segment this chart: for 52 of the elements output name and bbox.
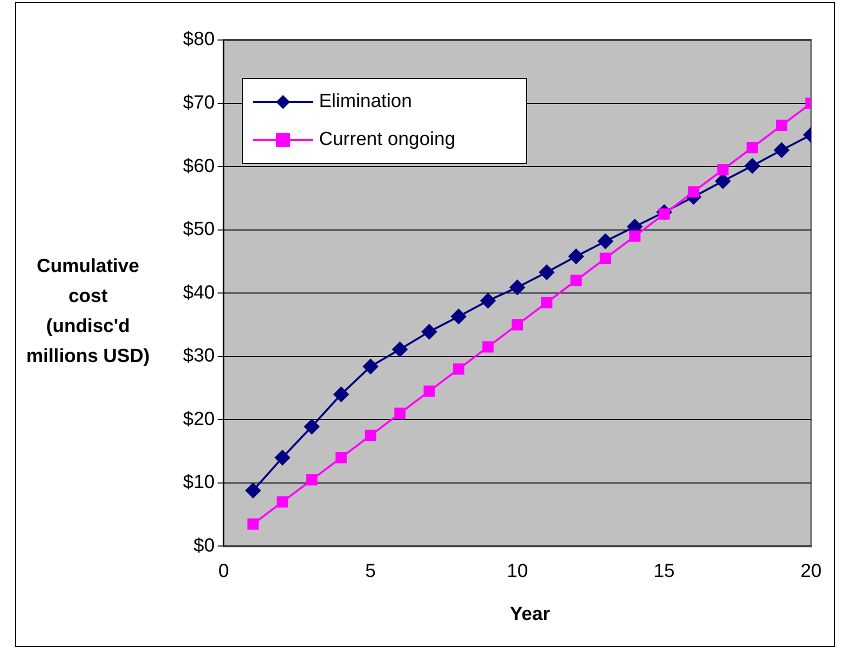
point bbox=[744, 158, 760, 174]
point bbox=[746, 142, 758, 154]
point bbox=[333, 386, 350, 402]
legend-label: Elimination bbox=[319, 91, 412, 113]
point bbox=[597, 233, 614, 250]
point bbox=[629, 230, 640, 242]
x-axis-title: Year bbox=[508, 604, 552, 626]
y-tick-label: $0 bbox=[194, 535, 215, 556]
point bbox=[304, 418, 320, 435]
point bbox=[776, 120, 788, 132]
point bbox=[538, 264, 555, 280]
point bbox=[274, 450, 290, 466]
point bbox=[392, 341, 408, 358]
point bbox=[541, 296, 552, 308]
point bbox=[688, 186, 700, 198]
point bbox=[364, 430, 376, 442]
point bbox=[247, 518, 259, 530]
y-tick-label: $20 bbox=[183, 408, 215, 430]
point bbox=[336, 452, 347, 464]
point bbox=[306, 474, 318, 486]
y-tick-label: $10 bbox=[183, 472, 215, 494]
point bbox=[245, 482, 262, 499]
y-axis-title: Cumulative cost (undisc'd millions USD) bbox=[25, 255, 151, 369]
point bbox=[276, 496, 288, 508]
point bbox=[362, 358, 379, 374]
y-tick-label: $70 bbox=[183, 92, 215, 114]
point bbox=[480, 292, 496, 309]
y-tick-label: $80 bbox=[183, 29, 215, 50]
y-tick-label: $50 bbox=[183, 219, 215, 240]
point bbox=[482, 341, 494, 353]
y-tick-label: $30 bbox=[183, 346, 215, 367]
point bbox=[512, 319, 524, 330]
point bbox=[450, 308, 467, 325]
point bbox=[509, 279, 526, 296]
x-tick-label: 15 bbox=[654, 560, 675, 582]
x-tick-label: 0 bbox=[218, 560, 229, 582]
point bbox=[570, 274, 582, 286]
point bbox=[394, 408, 406, 419]
point bbox=[774, 142, 790, 158]
y-tick-label: $60 bbox=[183, 156, 215, 177]
point bbox=[424, 386, 435, 397]
point bbox=[421, 324, 438, 340]
legend-label: Current ongoing bbox=[319, 129, 456, 151]
point bbox=[568, 248, 584, 264]
y-tick-label: $40 bbox=[183, 282, 215, 304]
point bbox=[452, 363, 464, 375]
x-tick-label: 10 bbox=[506, 560, 528, 582]
point bbox=[714, 173, 731, 190]
x-tick-label: 20 bbox=[800, 560, 822, 582]
x-tick-label: 5 bbox=[365, 560, 376, 582]
point bbox=[717, 164, 729, 176]
point bbox=[600, 252, 612, 264]
